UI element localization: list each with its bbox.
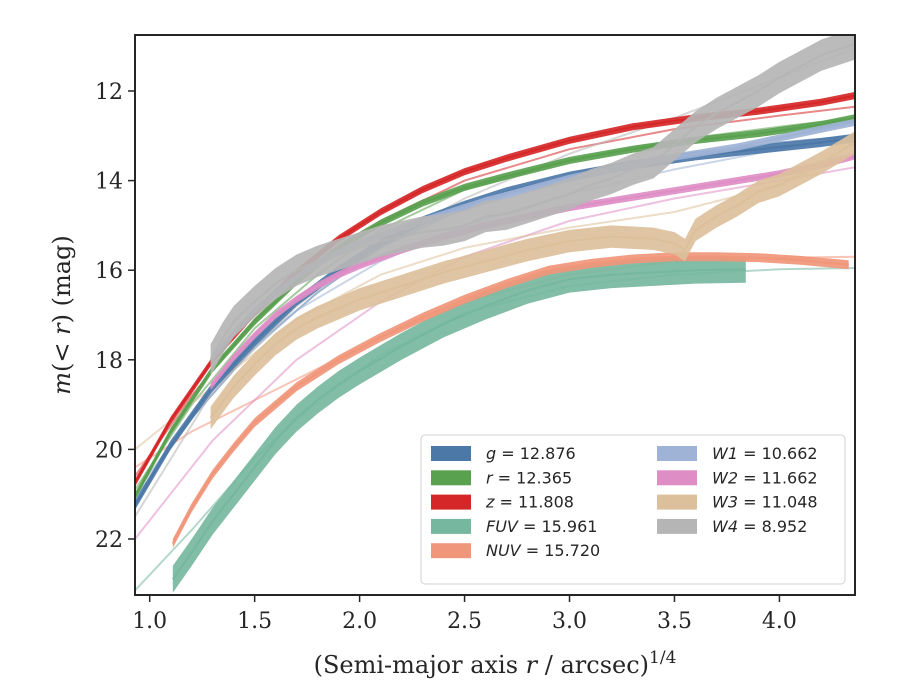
legend-label-z: z = 11.808: [485, 493, 574, 512]
data-curve-w4: [209, 43, 855, 361]
legend-swatch-z: [431, 494, 471, 510]
legend-label-g: g = 12.876: [486, 444, 576, 463]
legend-swatch-nuv: [431, 543, 471, 559]
x-tick-label: 2.0: [342, 609, 377, 634]
x-tick-label: 2.5: [447, 609, 482, 634]
y-tick-label: 22: [95, 528, 123, 553]
y-tick-label: 18: [95, 349, 123, 374]
data-curve-r: [135, 116, 855, 497]
legend-swatch-w4: [657, 518, 697, 534]
legend-swatch-r: [431, 470, 471, 486]
legend-label-r: r = 12.365: [486, 468, 572, 487]
legend-swatch-w1: [657, 446, 697, 461]
x-axis-ticks: 1.0 1.5 2.0 2.5 3.0 3.5 4.0: [132, 595, 797, 634]
legend-frame: [420, 434, 846, 585]
data-band-w2: [210, 152, 855, 391]
legend-label-w4: W4 = 8.952: [712, 517, 807, 536]
y-tick-label: 20: [95, 438, 123, 463]
x-axis-label: (Semi-major axis r / arcsec)1/4: [314, 648, 677, 679]
legend-label-nuv: NUV = 15.720: [486, 541, 600, 560]
data-curve-nuv: [171, 255, 849, 544]
legend: g = 12.876 r = 12.365 z = 11.808 FUV = 15.9…: [420, 434, 846, 585]
y-axis-label: m(< r) (mag): [48, 235, 76, 395]
legend-swatch-w3: [657, 494, 697, 510]
legend-swatch-fuv: [431, 518, 471, 534]
legend-swatch-w2: [657, 470, 697, 486]
x-tick-label: 1.5: [237, 609, 272, 634]
data-bands: [135, 35, 855, 593]
y-tick-label: 16: [95, 259, 123, 284]
data-band-g: [135, 133, 855, 510]
plot-frame: [134, 34, 856, 596]
legend-label-fuv: FUV = 15.961: [486, 517, 597, 536]
x-tick-label: 3.0: [552, 609, 587, 634]
legend-label-w1: W1 = 10.662: [712, 444, 818, 463]
data-band-fuv: [172, 255, 746, 593]
y-axis-ticks: 12 14 16 18 20 22: [95, 80, 135, 553]
legend-swatch-g: [431, 446, 471, 461]
x-tick-label: 4.0: [762, 609, 797, 634]
legend-label-w3: W3 = 11.048: [712, 493, 818, 512]
data-curve-w3: [209, 141, 855, 419]
x-tick-label: 3.5: [657, 609, 692, 634]
y-tick-label: 12: [95, 80, 123, 105]
x-tick-label: 1.0: [132, 609, 167, 634]
y-tick-label: 14: [95, 170, 123, 195]
legend-label-w2: W2 = 11.662: [712, 468, 818, 487]
data-curve-fuv: [171, 268, 746, 580]
